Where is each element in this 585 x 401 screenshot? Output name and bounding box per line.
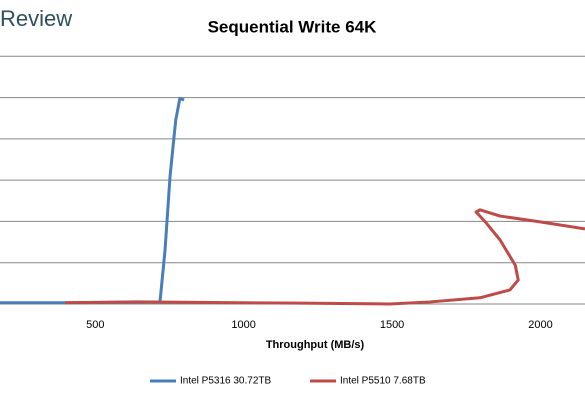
legend-label: Intel P5316 30.72TB (180, 376, 272, 387)
x-tick-label: 1000 (231, 319, 255, 331)
x-tick-label: 500 (86, 319, 104, 331)
chart-title: Sequential Write 64K (208, 17, 378, 36)
series-line (64, 208, 585, 306)
series-line (0, 96, 185, 305)
x-tick-label: 2000 (528, 319, 552, 331)
legend-label: Intel P5510 7.68TB (340, 376, 426, 387)
watermark: Review (0, 6, 72, 31)
x-axis-label: Throughput (MB/s) (266, 339, 365, 351)
x-tick-label: 1500 (380, 319, 404, 331)
